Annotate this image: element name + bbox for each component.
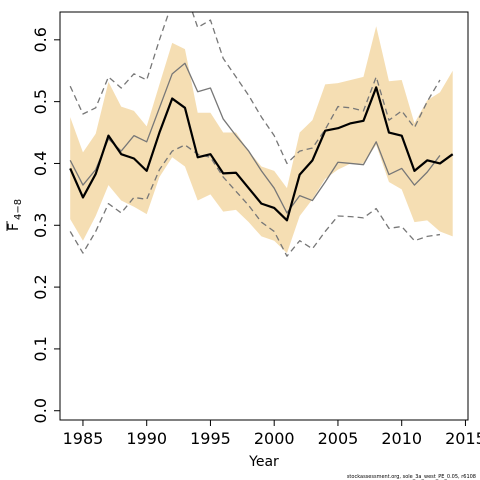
y-axis-title: F 4−8 — [6, 199, 24, 231]
x-tick-label: 1985 — [63, 429, 104, 448]
x-axis-title: Year — [248, 454, 279, 470]
y-tick-label: 0.2 — [31, 274, 50, 299]
plot-area — [69, 12, 454, 257]
x-axis: 1985 1990 1995 2000 2005 2010 2015 — [63, 419, 480, 448]
y-tick-label: 0.5 — [31, 89, 50, 114]
x-tick-label: 2000 — [254, 429, 295, 448]
y-tick-label: 0.0 — [31, 398, 50, 423]
footnote: stockassessment.org, sole_3a_west_PE_0.0… — [347, 474, 476, 480]
y-tick-label: 0.3 — [31, 213, 50, 238]
confidence-band — [70, 26, 453, 254]
series-line-dashed-lower — [69, 144, 441, 257]
y-tick-label: 0.4 — [31, 151, 50, 176]
x-tick-label: 2015 — [445, 429, 480, 448]
x-tick-label: 2010 — [381, 429, 422, 448]
y-axis-title-subscript: 4−8 — [13, 199, 24, 220]
y-axis: 0.0 0.1 0.2 0.3 0.4 0.5 0.6 — [31, 27, 61, 423]
x-tick-label: 2005 — [318, 429, 359, 448]
series-line-dashed-upper — [69, 12, 441, 165]
y-tick-label: 0.6 — [31, 27, 50, 52]
series-line-solid-thin — [69, 62, 441, 214]
y-axis-title-main: F — [6, 223, 22, 231]
x-tick-label: 1995 — [190, 429, 231, 448]
series-line-solid-thick — [69, 86, 454, 222]
x-tick-label: 1990 — [126, 429, 167, 448]
y-tick-label: 0.1 — [31, 336, 50, 361]
